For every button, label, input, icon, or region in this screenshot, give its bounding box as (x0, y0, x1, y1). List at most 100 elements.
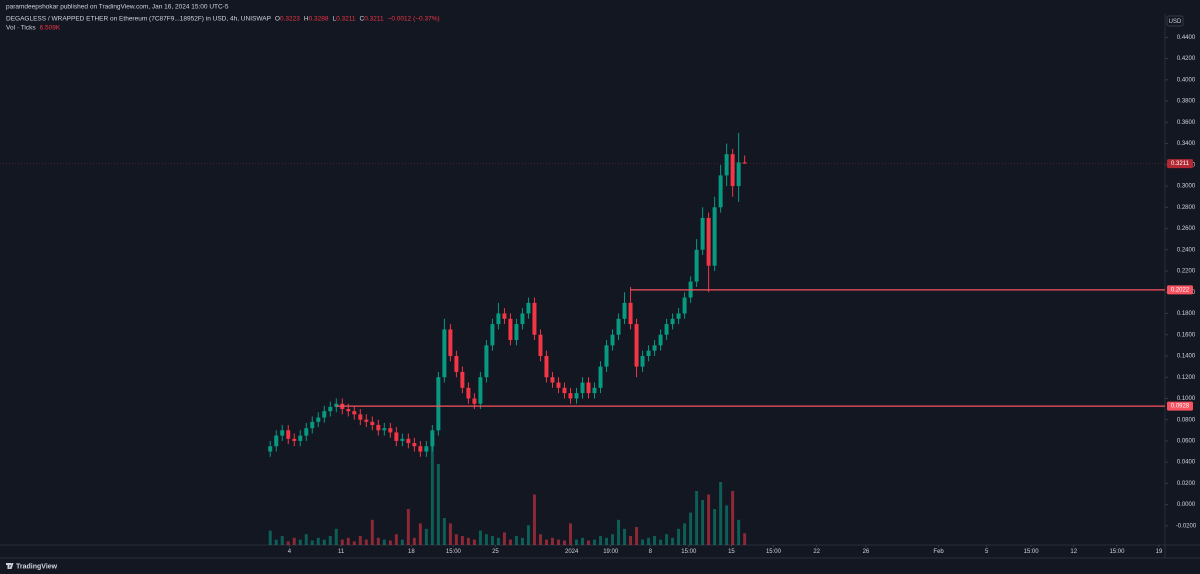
candle-body (394, 432, 399, 441)
volume-bar (544, 539, 548, 545)
candle-body (502, 313, 507, 319)
volume-bar (286, 541, 290, 545)
x-tick-label: 12 (1070, 549, 1077, 555)
volume-label: Vol · Ticks (6, 25, 36, 32)
candle-body (610, 334, 615, 346)
volume-bar (334, 528, 338, 545)
volume-bar (538, 534, 542, 545)
candle-body (448, 329, 453, 356)
candle-body (592, 387, 597, 394)
volume-bar (502, 532, 506, 545)
y-tick-label: 0.2800 (1177, 205, 1196, 211)
volume-bar (743, 533, 747, 545)
x-tick-label: Feb (933, 549, 944, 555)
volume-bar (424, 528, 428, 545)
volume-bar (316, 537, 320, 545)
volume-bar (274, 539, 278, 545)
volume-bar (472, 539, 476, 545)
volume-bar (562, 540, 566, 545)
volume-bar (641, 539, 645, 545)
candle-body (466, 387, 471, 399)
candle-body (298, 435, 303, 441)
y-tick-label: 0.1400 (1177, 354, 1196, 360)
volume-bar (713, 509, 717, 545)
candle-body (484, 345, 489, 378)
x-tick-label: 15 (728, 549, 735, 555)
y-tick-label: 0.2400 (1177, 247, 1196, 253)
currency: USD (1169, 19, 1182, 25)
y-tick-label: 0.1600 (1177, 332, 1196, 338)
volume-bar (388, 540, 392, 545)
candle-body (328, 406, 333, 412)
candle-body (640, 355, 645, 367)
x-tick-label: 15:00 (446, 549, 462, 555)
x-tick-label: 22 (813, 549, 820, 555)
candle-body (622, 302, 627, 319)
volume-bar (442, 518, 446, 545)
candle-body (406, 438, 411, 444)
candle-body (376, 424, 381, 431)
candle-body (370, 421, 375, 425)
y-tick-label: 0.1200 (1177, 375, 1196, 381)
x-tick-label: 15:00 (681, 549, 697, 555)
candle-body (646, 350, 651, 356)
candle-body (292, 438, 297, 441)
volume-bar (701, 500, 705, 545)
x-tick-label: 15:00 (766, 549, 782, 555)
volume-bar (683, 523, 687, 545)
volume-bar (394, 534, 398, 545)
volume-bar (725, 505, 729, 545)
volume-bar (707, 494, 711, 545)
y-tick-label: 0.4200 (1177, 56, 1196, 62)
ohlc-value: 0.3211 (364, 16, 384, 23)
volume-bar (659, 539, 663, 545)
candle-body (436, 377, 441, 431)
publisher-note: paramdeepshokar published on TradingView… (6, 4, 229, 11)
y-tick-label: 0.1000 (1177, 396, 1196, 402)
symbol-description: DEGAGLESS / WRAPPED ETHER on Ethereum (7… (6, 16, 271, 23)
volume-bar (508, 539, 512, 545)
candle-body (274, 435, 279, 447)
horizontal-line-label: 0.0928 (1171, 404, 1190, 410)
candle-body (316, 417, 321, 422)
candle-body (460, 371, 465, 388)
candle-body (724, 154, 729, 176)
candle-body (268, 446, 273, 452)
y-tick-label: 0.2200 (1177, 269, 1196, 275)
candle-body (664, 324, 669, 335)
volume-bar (490, 536, 494, 545)
volume-bar (665, 534, 669, 545)
candle-body (496, 313, 501, 325)
volume-bar (514, 536, 518, 545)
volume-bar (635, 527, 639, 545)
candle-body (586, 382, 591, 394)
volume-bar (574, 539, 578, 545)
y-tick-label: 0.4400 (1177, 35, 1196, 41)
candle-body (382, 428, 387, 431)
y-tick-label: 0.0200 (1177, 481, 1196, 487)
candle-body (700, 217, 705, 250)
candle-body (598, 366, 603, 388)
candle-body (358, 414, 363, 420)
candle-body (412, 443, 417, 447)
x-tick-label: 4 (288, 549, 292, 555)
y-tick-label: -0.0200 (1176, 523, 1197, 529)
volume-bar (484, 534, 488, 545)
candle-body (526, 302, 531, 314)
volume-bar (364, 539, 368, 545)
candle-body (706, 217, 711, 266)
candle-body (322, 411, 327, 418)
x-tick-label: 18 (408, 549, 415, 555)
y-tick-label: 0.0600 (1177, 439, 1196, 445)
candle-body (346, 409, 351, 412)
volume-bar (268, 530, 272, 545)
volume-bar (629, 536, 633, 545)
y-tick-label: 0.1800 (1177, 311, 1196, 317)
volume-bar (292, 537, 296, 545)
volume-bar (581, 537, 584, 545)
volume-bar (520, 537, 524, 545)
logo-mark (6, 563, 14, 569)
last-price-tag (1167, 159, 1193, 169)
volume-bar (623, 528, 627, 545)
